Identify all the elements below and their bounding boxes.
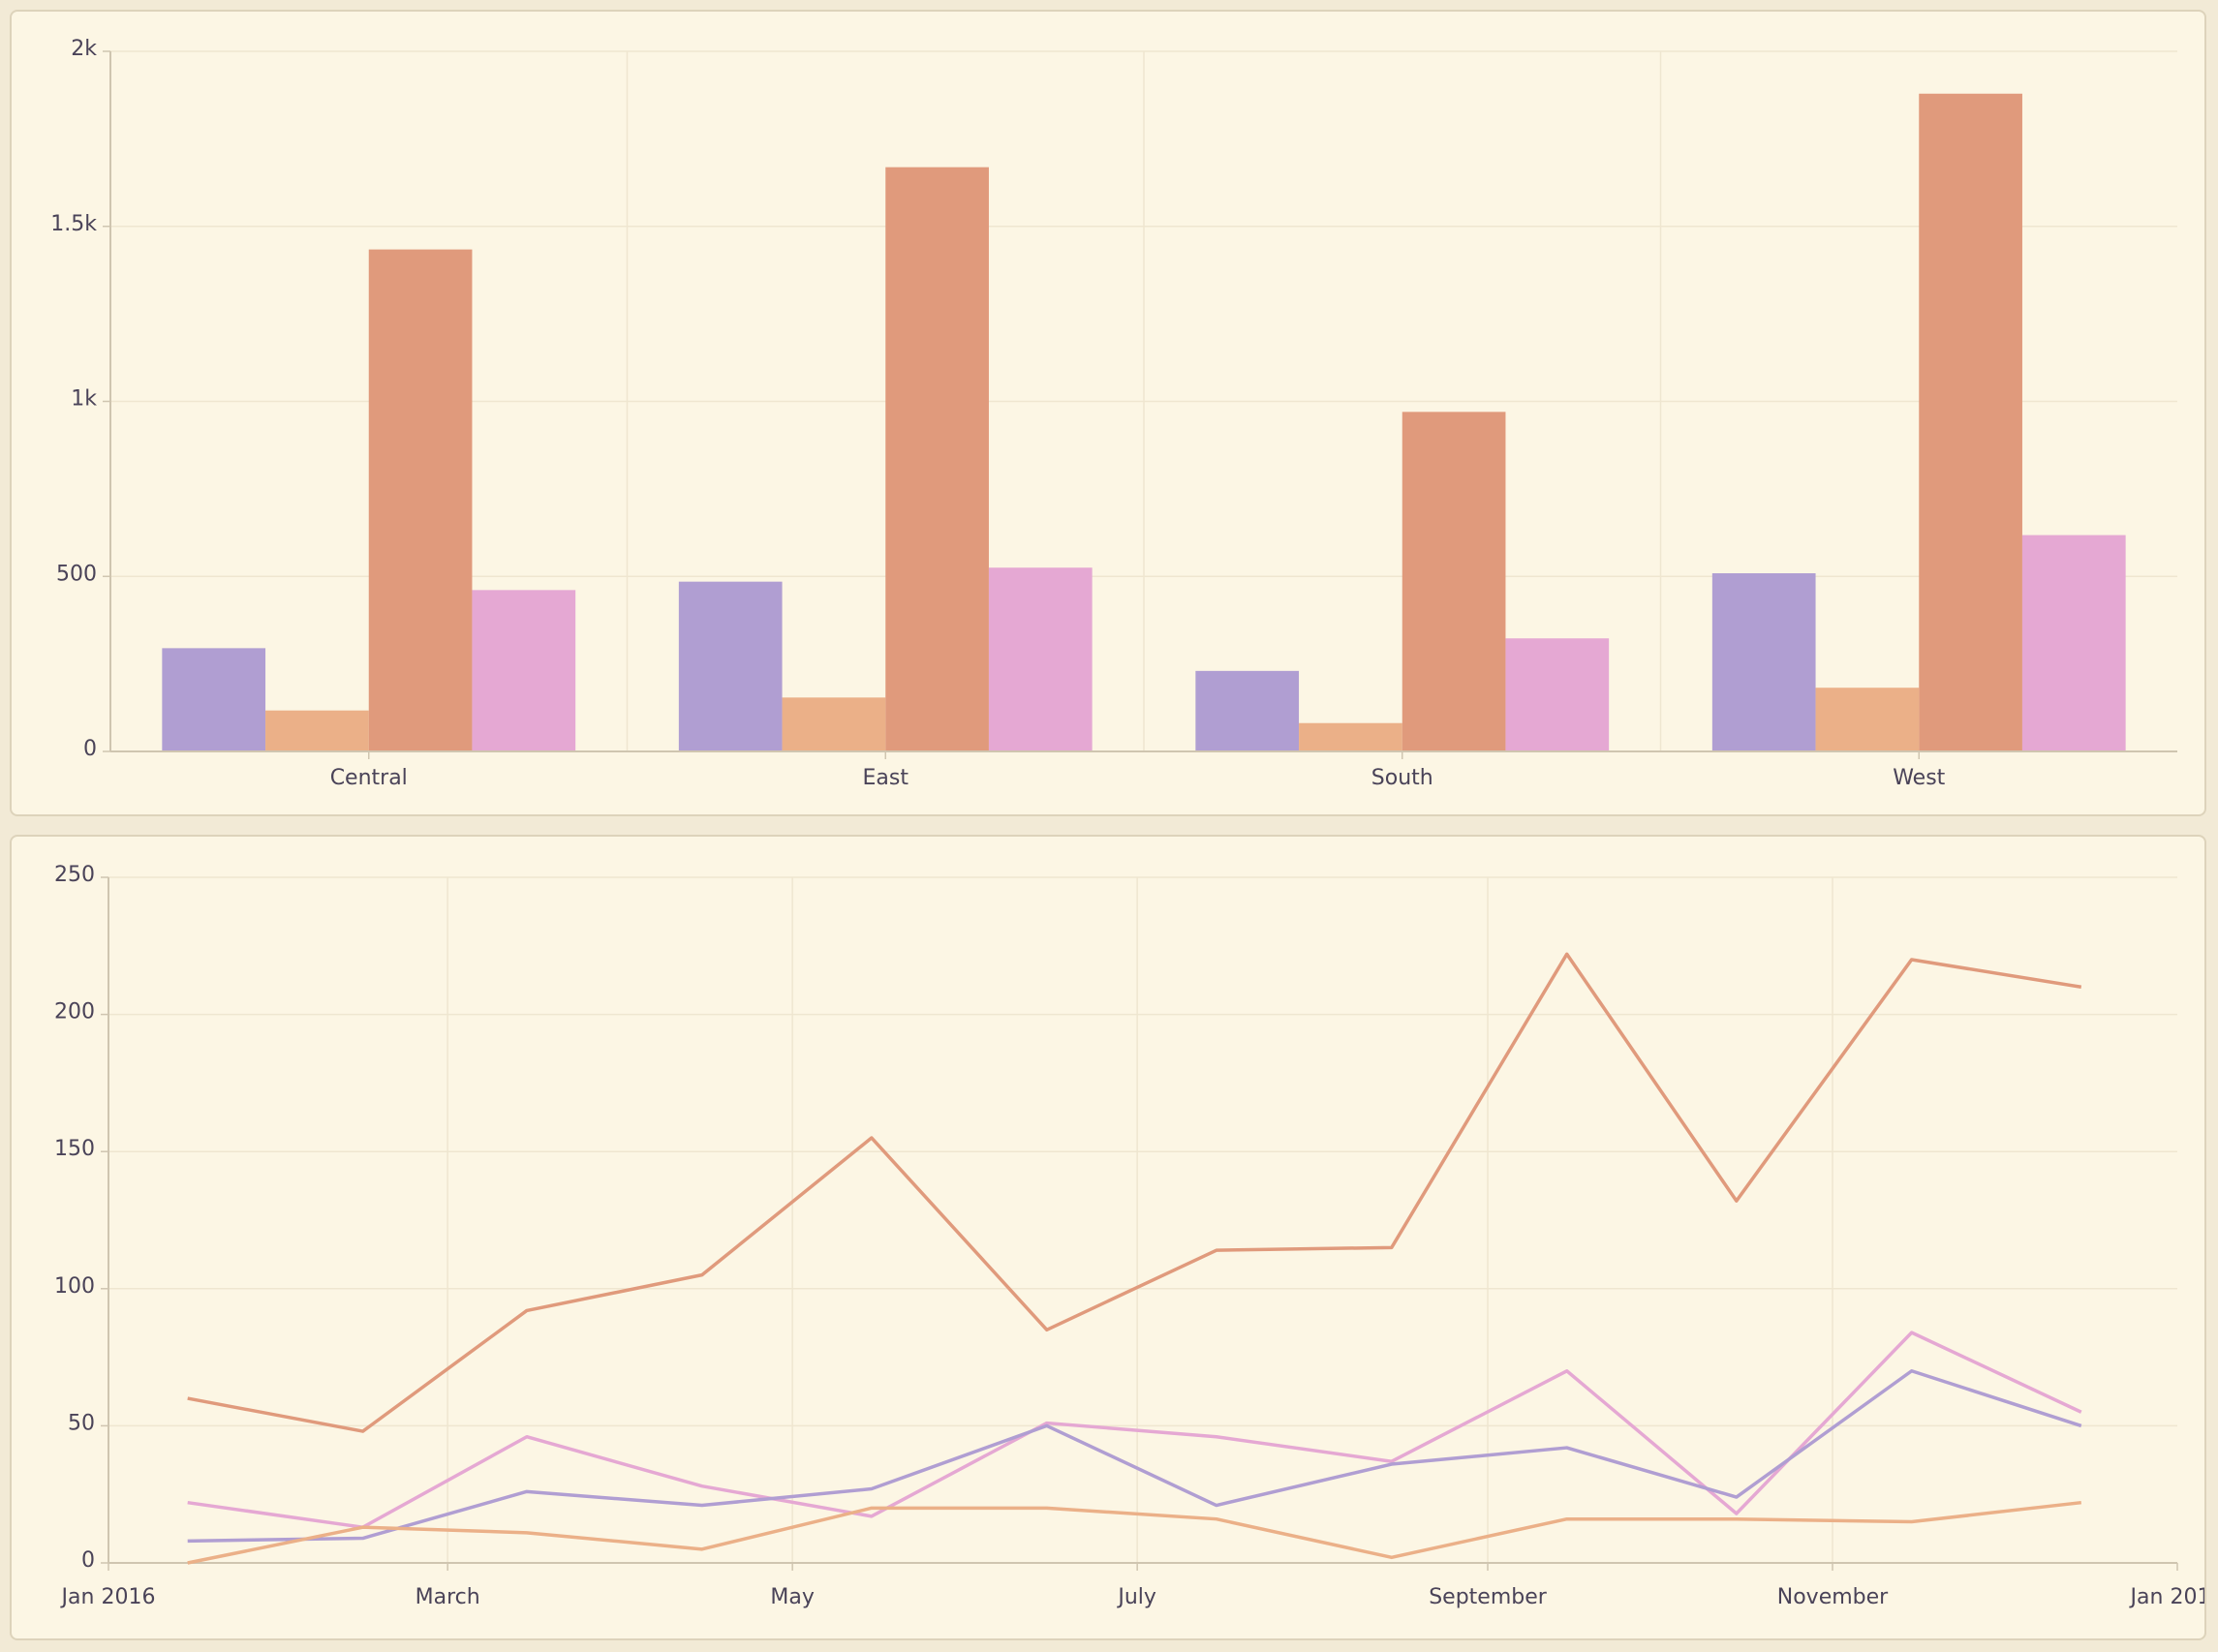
bar-west-series-2 <box>1815 688 1920 751</box>
bar-west-series-1 <box>1711 572 1816 751</box>
x-tick-label: September <box>1429 1585 1548 1609</box>
y-tick-label: 0 <box>81 1548 95 1573</box>
bar-chart-panel: 0 500 1k 1.5k 2k Central East South West <box>10 10 2206 816</box>
y-tick-label: 500 <box>56 562 97 586</box>
bar-central-series-2 <box>265 710 369 751</box>
x-tick-label: West <box>1893 766 1945 790</box>
x-tick-label: East <box>863 766 909 790</box>
bar-south-series-1 <box>1195 670 1300 751</box>
y-tick-label: 0 <box>83 737 97 761</box>
bar-west-series-3 <box>1919 93 2022 751</box>
x-tick-label: May <box>770 1585 814 1609</box>
bar-central-series-1 <box>162 648 266 751</box>
y-tick-label: 250 <box>54 863 95 887</box>
bar-central-series-3 <box>368 249 473 751</box>
bar-south-series-3 <box>1402 412 1506 751</box>
y-tick-label: 100 <box>54 1274 95 1299</box>
x-tick-label: Jan 2017 <box>2129 1585 2206 1609</box>
line-series-3 <box>187 1369 2082 1544</box>
line-chart: 0 50 100 150 200 250 Jan 2016 March May July Septe… <box>54 863 2206 1609</box>
x-tick-label: March <box>416 1585 480 1609</box>
y-tick-label: 1.5k <box>50 212 97 236</box>
y-tick-label: 2k <box>71 37 97 61</box>
line-series-4 <box>187 1500 2081 1565</box>
bar-south-series-2 <box>1299 722 1402 751</box>
x-tick-label: November <box>1777 1585 1889 1609</box>
line-series-2 <box>187 1331 2082 1529</box>
bar-east-series-3 <box>885 167 989 751</box>
bar-chart: 0 500 1k 1.5k 2k Central East South West <box>50 37 2177 790</box>
bar-central-series-4 <box>472 590 576 751</box>
bar-east-series-2 <box>782 697 886 751</box>
x-tick-label: July <box>1116 1585 1156 1609</box>
x-tick-label: South <box>1371 766 1433 790</box>
x-tick-label: Jan 2016 <box>60 1585 156 1609</box>
x-tick-label: Central <box>330 766 408 790</box>
bar-south-series-4 <box>1505 638 1610 751</box>
y-tick-label: 50 <box>68 1411 95 1435</box>
y-tick-label: 150 <box>54 1137 95 1161</box>
y-tick-label: 200 <box>54 1000 95 1025</box>
bar-east-series-1 <box>678 581 783 751</box>
y-tick-label: 1k <box>71 387 97 412</box>
bar-east-series-4 <box>988 567 1093 751</box>
line-chart-panel: 0 50 100 150 200 250 Jan 2016 March May July Septe… <box>10 835 2206 1640</box>
bar-west-series-4 <box>2021 535 2126 751</box>
line-series-1 <box>187 952 2082 1433</box>
